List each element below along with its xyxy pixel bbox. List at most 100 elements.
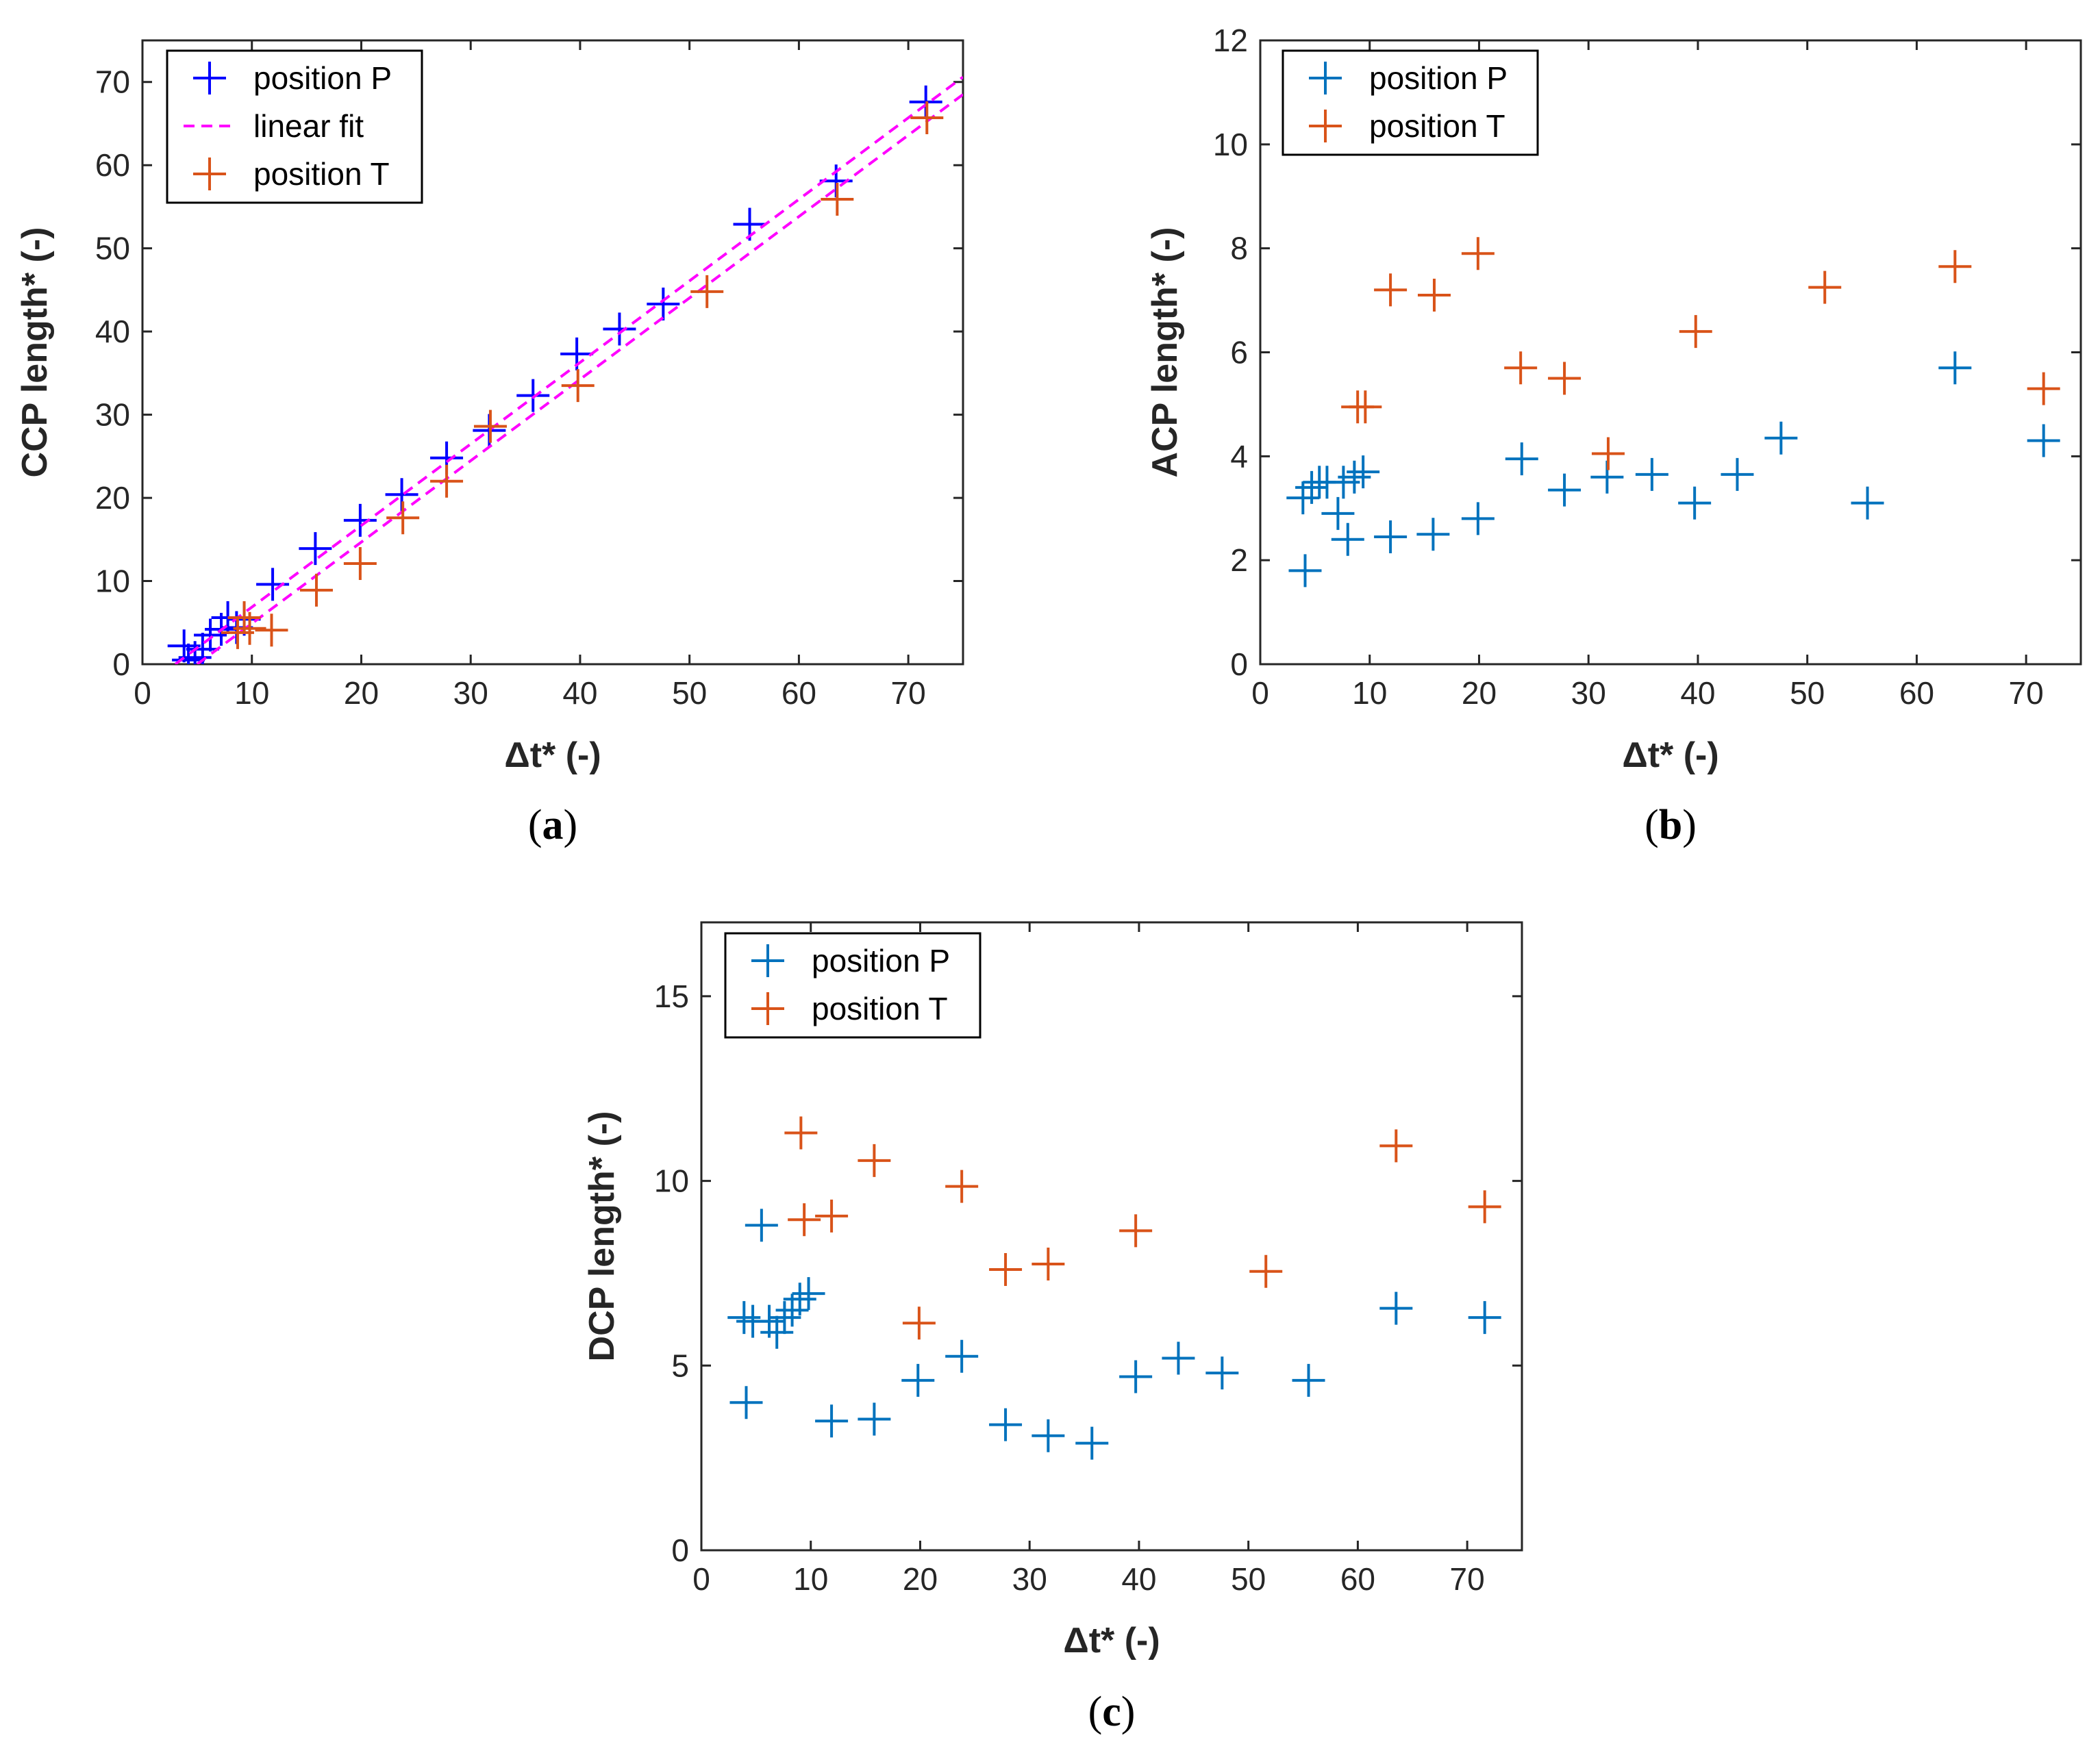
y-tick-label: 30 xyxy=(95,397,130,433)
marker-position-t xyxy=(1808,270,1842,304)
panel-label: (a) xyxy=(528,802,577,848)
x-tick-label: 20 xyxy=(1462,675,1497,711)
marker-position-p xyxy=(768,1301,801,1335)
marker-position-t xyxy=(299,573,333,607)
x-tick-label: 50 xyxy=(1231,1561,1266,1597)
legend-marker-swatch xyxy=(193,62,226,94)
x-tick-label: 50 xyxy=(1790,675,1825,711)
x-tick-label: 30 xyxy=(1571,675,1606,711)
marker-position-p xyxy=(792,1277,825,1311)
x-axis-label: Δt* (-) xyxy=(1622,735,1718,775)
marker-position-p xyxy=(727,1301,761,1335)
marker-position-p xyxy=(1295,470,1329,504)
y-tick-label: 5 xyxy=(671,1348,689,1383)
y-tick-label: 0 xyxy=(1230,646,1248,682)
marker-position-p xyxy=(1635,457,1668,491)
y-tick-label: 4 xyxy=(1230,438,1248,474)
y-tick-label: 0 xyxy=(112,646,130,682)
x-tick-label: 60 xyxy=(1340,1561,1375,1597)
linear-fit-line xyxy=(174,75,963,664)
marker-position-t xyxy=(1591,437,1625,470)
chart-panel-a: 0 10 20 30 40 50 60 70 0 10 20 30 40 50 60 70 position P… xyxy=(15,39,964,848)
y-tick-label: 40 xyxy=(95,314,130,349)
marker-position-t xyxy=(945,1170,979,1203)
marker-position-t xyxy=(1349,390,1382,424)
x-tick-label: 30 xyxy=(453,675,488,711)
marker-position-p xyxy=(1374,520,1408,554)
marker-position-t xyxy=(1249,1254,1283,1288)
legend-label: position T xyxy=(253,156,390,192)
marker-position-p xyxy=(603,312,636,346)
legend-label: linear fit xyxy=(253,108,364,144)
legend-label: position P xyxy=(253,60,392,96)
marker-position-t xyxy=(2027,372,2060,405)
marker-position-p xyxy=(1416,518,1450,551)
marker-position-p xyxy=(1938,351,1972,385)
marker-position-t xyxy=(255,614,288,647)
marker-position-p xyxy=(1288,554,1322,588)
marker-position-p xyxy=(901,1363,935,1397)
x-tick-label: 70 xyxy=(1450,1561,1485,1597)
marker-position-t xyxy=(473,409,507,443)
x-tick-label: 40 xyxy=(1121,1561,1156,1597)
x-tick-label: 60 xyxy=(1899,675,1934,711)
marker-position-t xyxy=(561,369,595,403)
panel-label: (c) xyxy=(1088,1689,1136,1735)
marker-position-p xyxy=(2027,424,2060,457)
legend-label: position T xyxy=(812,991,948,1026)
marker-position-t xyxy=(902,1306,936,1340)
x-axis-label: Δt* (-) xyxy=(504,735,601,775)
marker-position-t xyxy=(1504,351,1538,385)
x-tick-label: 40 xyxy=(562,675,597,711)
marker-position-p xyxy=(516,379,550,412)
x-tick-label: 10 xyxy=(793,1561,828,1597)
marker-position-p xyxy=(1461,502,1495,535)
marker-position-p xyxy=(1292,1363,1325,1397)
marker-position-p xyxy=(989,1408,1023,1441)
y-tick-label: 10 xyxy=(95,564,130,599)
marker-position-t xyxy=(386,501,420,535)
y-tick-label: 10 xyxy=(654,1163,689,1199)
marker-position-t xyxy=(989,1253,1023,1287)
x-tick-label: 40 xyxy=(1680,675,1715,711)
y-tick-label: 2 xyxy=(1230,542,1248,578)
y-tick-label: 50 xyxy=(95,231,130,266)
marker-position-t xyxy=(1119,1214,1153,1248)
x-tick-label: 50 xyxy=(672,675,707,711)
marker-position-t xyxy=(430,464,464,498)
marker-position-p xyxy=(1347,455,1380,489)
legend-marker-swatch xyxy=(193,157,226,190)
marker-position-p xyxy=(1851,486,1884,520)
legend-marker-swatch xyxy=(751,992,784,1025)
marker-position-p xyxy=(647,288,680,321)
legend-label: position P xyxy=(1369,60,1508,96)
y-tick-label: 70 xyxy=(95,64,130,100)
marker-position-p xyxy=(1119,1360,1153,1393)
marker-position-t xyxy=(233,611,266,645)
marker-position-p xyxy=(343,503,377,537)
x-tick-label: 30 xyxy=(1012,1561,1047,1597)
marker-position-t xyxy=(1461,237,1495,270)
marker-position-p xyxy=(1379,1291,1413,1325)
y-tick-label: 10 xyxy=(1213,127,1248,162)
x-tick-label: 70 xyxy=(2009,675,2044,711)
marker-position-t xyxy=(1548,362,1582,395)
y-tick-label: 12 xyxy=(1213,23,1248,58)
marker-position-p xyxy=(1338,460,1371,494)
marker-position-t xyxy=(858,1144,891,1177)
x-tick-label: 10 xyxy=(1352,675,1387,711)
marker-position-t xyxy=(1379,1129,1413,1163)
marker-position-p xyxy=(745,1209,778,1242)
marker-position-p xyxy=(1721,457,1754,491)
marker-position-p xyxy=(1075,1426,1109,1460)
x-tick-label: 0 xyxy=(692,1561,710,1597)
marker-position-p xyxy=(299,532,332,566)
marker-position-p xyxy=(178,641,212,664)
marker-position-t xyxy=(1374,273,1408,307)
x-tick-label: 0 xyxy=(134,675,151,711)
marker-position-p xyxy=(760,1315,794,1349)
marker-position-p xyxy=(1205,1356,1239,1390)
marker-position-t xyxy=(815,1199,849,1233)
marker-position-p xyxy=(783,1283,816,1316)
marker-position-p xyxy=(1032,1419,1065,1452)
